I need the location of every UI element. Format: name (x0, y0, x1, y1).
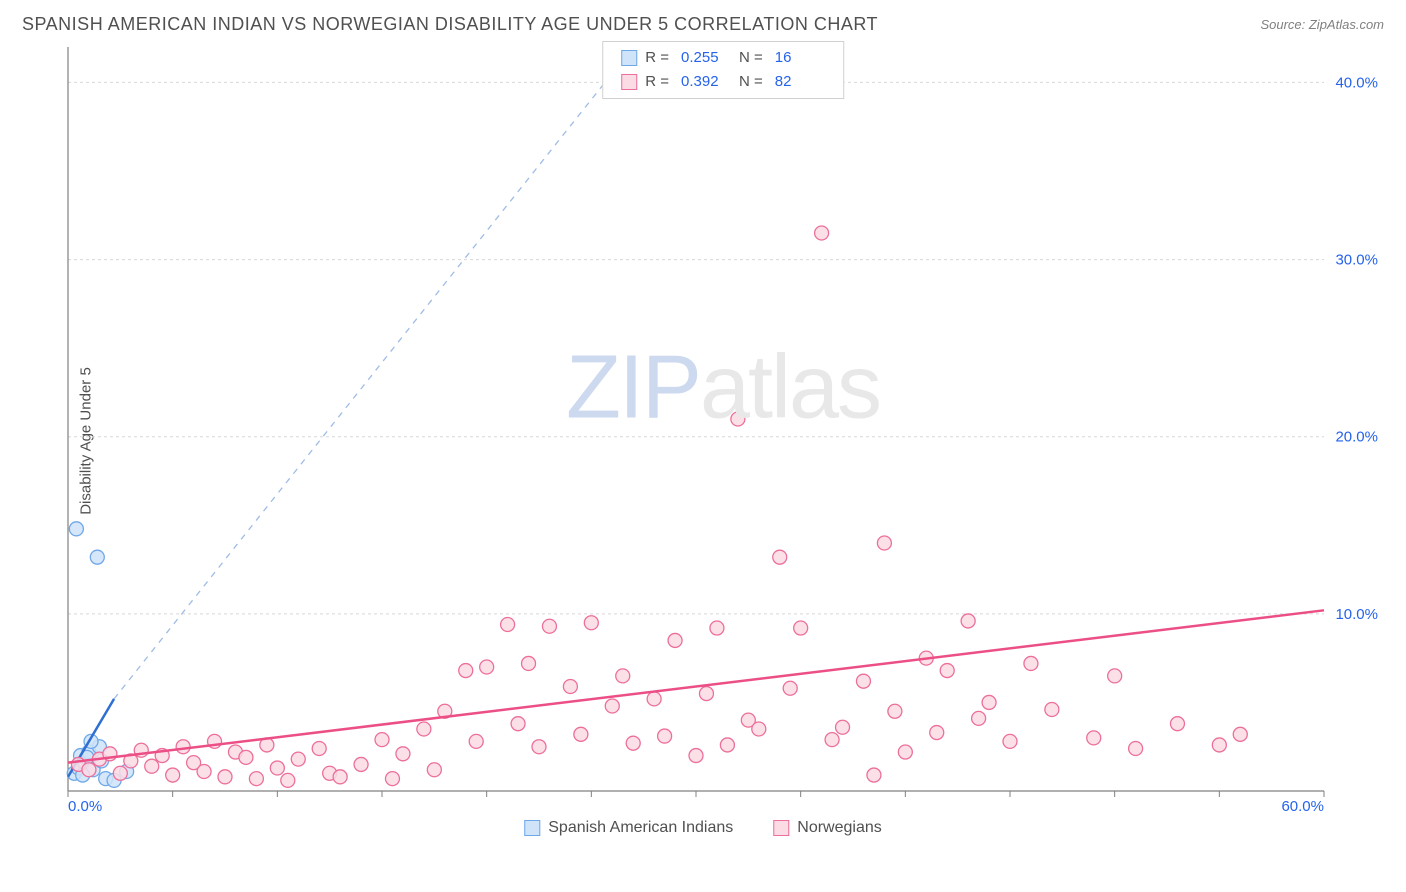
legend-bottom-label-0: Spanish American Indians (548, 819, 733, 837)
svg-text:60.0%: 60.0% (1281, 798, 1324, 811)
scatter-plot-svg: 10.0% 20.0% 30.0% 40.0% 0.0% 60.0% (62, 41, 1384, 811)
legend-item-1: Norwegians (773, 819, 881, 837)
svg-text:10.0%: 10.0% (1335, 606, 1378, 623)
legend-row-1: R = 0.392 N = 82 (621, 70, 825, 94)
r-value-1: 0.392 (681, 70, 731, 94)
svg-text:20.0%: 20.0% (1335, 429, 1378, 446)
r-value-0: 0.255 (681, 46, 731, 70)
correlation-legend: R = 0.255 N = 16 R = 0.392 N = 82 (602, 41, 844, 99)
chart-title: SPANISH AMERICAN INDIAN VS NORWEGIAN DIS… (22, 14, 878, 35)
legend-item-0: Spanish American Indians (524, 819, 733, 837)
legend-swatch-0 (621, 50, 637, 66)
n-value-1: 82 (775, 70, 825, 94)
plot-area: 10.0%20.0%30.0%40.0%0.0%60.0% ZIPatlas R… (62, 41, 1384, 811)
series-legend: Spanish American Indians Norwegians (524, 819, 881, 837)
legend-bottom-swatch-1 (773, 820, 789, 836)
legend-row-0: R = 0.255 N = 16 (621, 46, 825, 70)
svg-text:0.0%: 0.0% (68, 798, 102, 811)
source-attribution: Source: ZipAtlas.com (1260, 17, 1384, 32)
n-value-0: 16 (775, 46, 825, 70)
svg-text:40.0%: 40.0% (1335, 74, 1378, 91)
legend-swatch-1 (621, 74, 637, 90)
chart-container: Disability Age Under 5 10.0%20.0%30.0%40… (22, 41, 1384, 841)
legend-bottom-label-1: Norwegians (797, 819, 881, 837)
svg-text:30.0%: 30.0% (1335, 252, 1378, 269)
header: SPANISH AMERICAN INDIAN VS NORWEGIAN DIS… (0, 0, 1406, 41)
legend-bottom-swatch-0 (524, 820, 540, 836)
